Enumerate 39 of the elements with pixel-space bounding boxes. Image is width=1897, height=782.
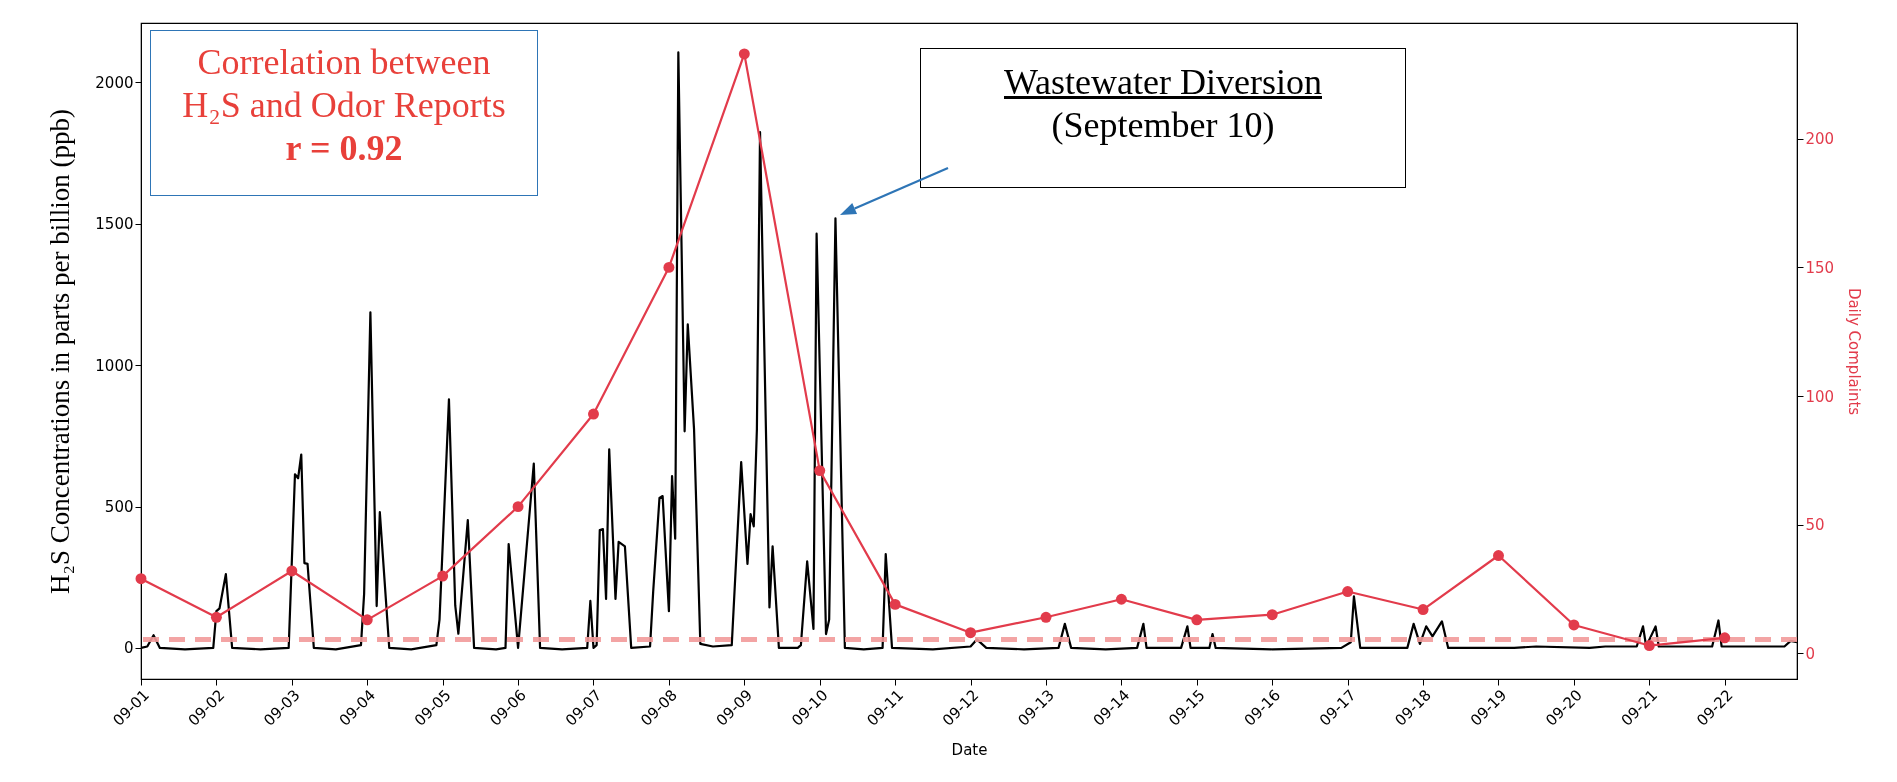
- y-tick-label: 2000: [95, 73, 134, 92]
- point: [1191, 614, 1203, 626]
- point: [1643, 640, 1655, 652]
- point: [1719, 632, 1731, 644]
- x-axis-title: Date: [951, 740, 988, 759]
- y-tick-label: 1500: [95, 215, 134, 234]
- point: [286, 565, 298, 577]
- y2-axis-title: Daily Complaints: [1845, 287, 1864, 416]
- y-tick-label: 1000: [95, 356, 134, 375]
- point: [512, 501, 524, 513]
- y-tick-label: 500: [104, 498, 134, 517]
- y2-tick-label: 200: [1805, 130, 1835, 149]
- point: [965, 627, 977, 639]
- annotation: Wastewater Diversion (September 10): [1003, 61, 1323, 148]
- point: [437, 570, 449, 582]
- point: [1115, 593, 1127, 605]
- point: [135, 573, 147, 585]
- point: [361, 614, 373, 626]
- point: [814, 465, 826, 477]
- y2-tick-label: 50: [1805, 516, 1825, 535]
- point: [663, 261, 675, 273]
- point: [588, 408, 599, 420]
- point: [1417, 604, 1429, 616]
- point: [738, 48, 750, 60]
- y2-tick-label: 100: [1805, 387, 1835, 406]
- point: [1342, 586, 1354, 597]
- y-tick-label: 0: [123, 639, 134, 658]
- annotation: Correlation between H₂S and Odor Reports r = 0.92: [181, 41, 507, 171]
- text-box: Correlation between H₂S and Odor Reports r = 0.92: [150, 30, 538, 196]
- point: [1493, 550, 1504, 561]
- text-box: Wastewater Diversion (September 10): [920, 48, 1406, 188]
- y-axis-title: H₂S Concentrations in parts per billion (ppb): [45, 109, 76, 594]
- y2-tick-label: 150: [1805, 258, 1835, 277]
- point: [1040, 611, 1052, 623]
- point: [889, 598, 901, 610]
- point: [210, 611, 222, 623]
- y2-tick-label: 0: [1805, 644, 1816, 663]
- point: [1266, 609, 1278, 621]
- point: [1568, 619, 1580, 631]
